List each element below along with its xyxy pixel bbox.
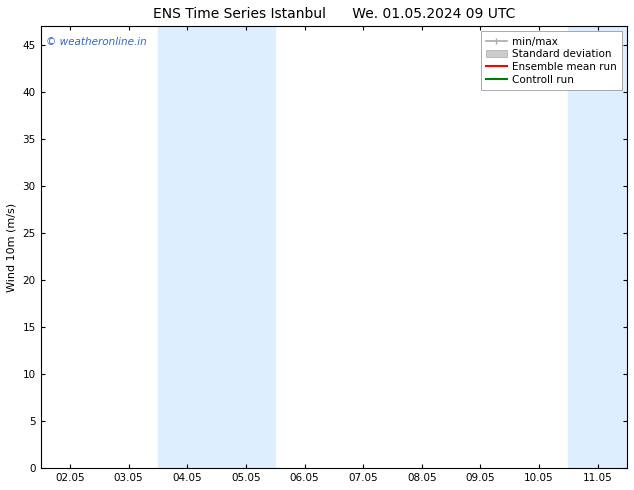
Legend: min/max, Standard deviation, Ensemble mean run, Controll run: min/max, Standard deviation, Ensemble me… xyxy=(481,31,622,90)
Bar xyxy=(569,26,627,468)
Text: © weatheronline.in: © weatheronline.in xyxy=(46,37,147,48)
Bar xyxy=(217,26,275,468)
Title: ENS Time Series Istanbul      We. 01.05.2024 09 UTC: ENS Time Series Istanbul We. 01.05.2024 … xyxy=(153,7,515,21)
Y-axis label: Wind 10m (m/s): Wind 10m (m/s) xyxy=(7,203,17,292)
Bar xyxy=(158,26,217,468)
